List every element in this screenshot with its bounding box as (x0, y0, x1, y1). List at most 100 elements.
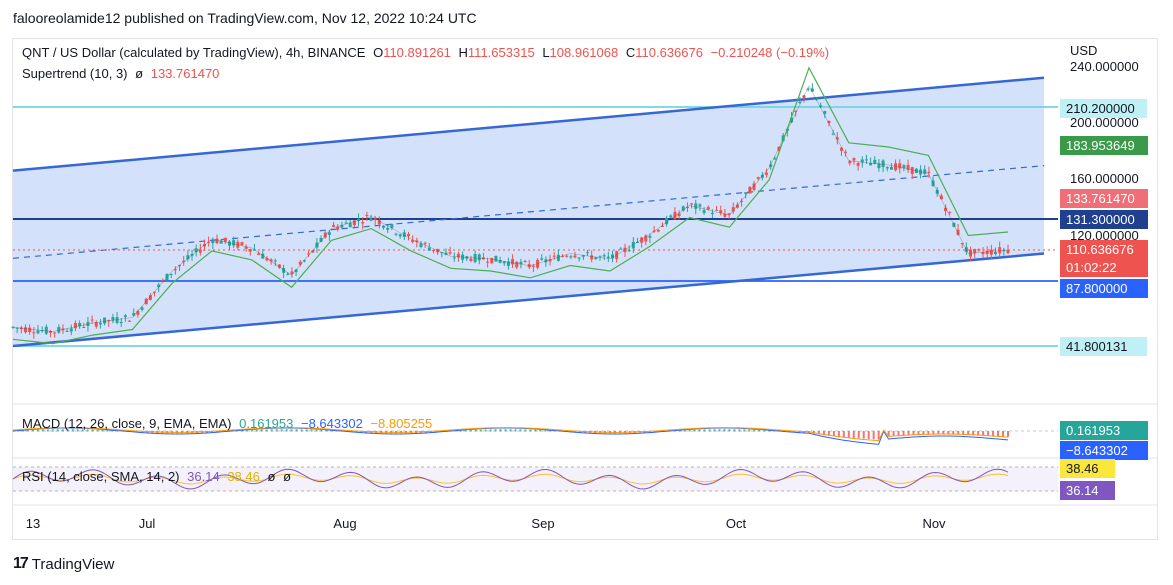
candle-body (161, 279, 165, 281)
candle-body (86, 321, 90, 327)
candle-body (889, 166, 893, 170)
candle-body (244, 246, 248, 249)
macd-histogram-bar (827, 431, 830, 436)
macd-histogram-bar (822, 431, 825, 435)
macd-histogram-bar (355, 431, 358, 433)
close-label: C (625, 45, 636, 60)
candle-body (407, 233, 411, 236)
supertrend-line (12, 66, 1009, 345)
candle-body (973, 248, 977, 254)
macd-histogram-bar (937, 431, 940, 435)
candle-body (939, 195, 943, 200)
channel-upper-line[interactable] (12, 76, 1045, 172)
chart-frame[interactable] (12, 38, 1158, 540)
macd-histogram-bar (837, 431, 840, 437)
candle-body (881, 160, 885, 168)
channel-median-line[interactable] (12, 165, 1045, 259)
candle-body (561, 256, 565, 258)
time-tick-label: Oct (726, 516, 747, 531)
candle-body (823, 111, 827, 114)
macd-histogram-bar (967, 431, 970, 435)
macd-histogram-bar (842, 431, 845, 438)
macd-histogram-bar (136, 431, 139, 433)
macd-histogram-bar (41, 429, 44, 432)
candle-body (606, 256, 610, 259)
candle-body (277, 264, 281, 268)
currency-label: USD (1070, 43, 1098, 58)
macd-histogram-bar (469, 430, 472, 432)
candle-body (731, 207, 735, 212)
macd-histogram-bar (942, 431, 945, 435)
symbol-legend: QNT / US Dollar (calculated by TradingVi… (22, 45, 833, 60)
channel-lower-line[interactable] (12, 252, 1045, 348)
close-value: 110.636676 (635, 45, 703, 60)
candle-body (348, 222, 352, 228)
candle-body (148, 295, 152, 300)
macd-histogram-bar (857, 431, 860, 439)
candle-body (178, 265, 182, 267)
candle-body (386, 227, 390, 230)
candle-body (648, 236, 652, 238)
candle-body (944, 207, 948, 212)
macd-histogram-bar (16, 430, 19, 432)
candle-body (669, 215, 673, 218)
candle-body (665, 217, 669, 225)
candle-body (989, 249, 993, 255)
candle-body (523, 261, 527, 263)
price-badge-level-210: 210.200000 (1060, 99, 1147, 118)
candle-body (294, 269, 298, 273)
candle-body (194, 248, 198, 253)
macd-histogram-bar (76, 429, 79, 432)
candle-body (252, 249, 256, 251)
candle-body (248, 249, 252, 252)
macd-histogram-bar (12, 431, 14, 432)
tradingview-logo[interactable]: 17 TradingView (13, 555, 114, 573)
candle-body (819, 105, 823, 107)
macd-histogram-bar (21, 430, 24, 432)
candle-body (906, 164, 910, 170)
candle-body (827, 120, 831, 124)
macd-histogram-bar (31, 430, 34, 432)
candle-body (427, 247, 431, 251)
macd-histogram-bar (484, 429, 487, 432)
candle-body (461, 254, 465, 260)
candle-body (315, 242, 319, 248)
macd-histogram-bar (519, 429, 522, 432)
candle-body (423, 242, 427, 244)
candle-body (969, 249, 973, 257)
candle-body (144, 298, 148, 305)
macd-histogram-bar (111, 430, 114, 432)
macd-histogram-bar (793, 431, 796, 433)
candle-body (327, 232, 331, 235)
macd-histogram-bar (892, 431, 895, 437)
macd-histogram-bar (887, 431, 890, 437)
macd-histogram-bar (479, 429, 482, 432)
macd-histogram-bar (738, 429, 741, 432)
macd-histogram-bar (300, 429, 303, 432)
macd-histogram-bar (36, 429, 39, 432)
candle-body (869, 163, 873, 166)
candle-body (203, 244, 207, 247)
candle-body (590, 255, 594, 260)
candle-body (635, 241, 639, 243)
candle-body (440, 252, 444, 254)
macd-histogram-bar (927, 431, 930, 435)
candle-body (182, 260, 186, 263)
macd-histogram-bar (922, 431, 925, 435)
price-badge-level-87: 87.800000 (1060, 279, 1148, 298)
candle-body (398, 234, 402, 237)
candle-body (198, 249, 202, 253)
candle-body (748, 186, 752, 194)
candle-body (894, 163, 898, 171)
candle-body (456, 253, 460, 258)
macd-value-3: −8.805255 (370, 416, 433, 431)
rsi-symbol: ø (267, 469, 276, 484)
macd-histogram-bar (96, 429, 99, 432)
candle-body (956, 229, 960, 235)
candle-body (111, 317, 115, 321)
candle-body (107, 320, 111, 322)
open-value: 110.891261 (383, 45, 451, 60)
candle-body (615, 251, 619, 260)
candle-body (207, 241, 211, 243)
